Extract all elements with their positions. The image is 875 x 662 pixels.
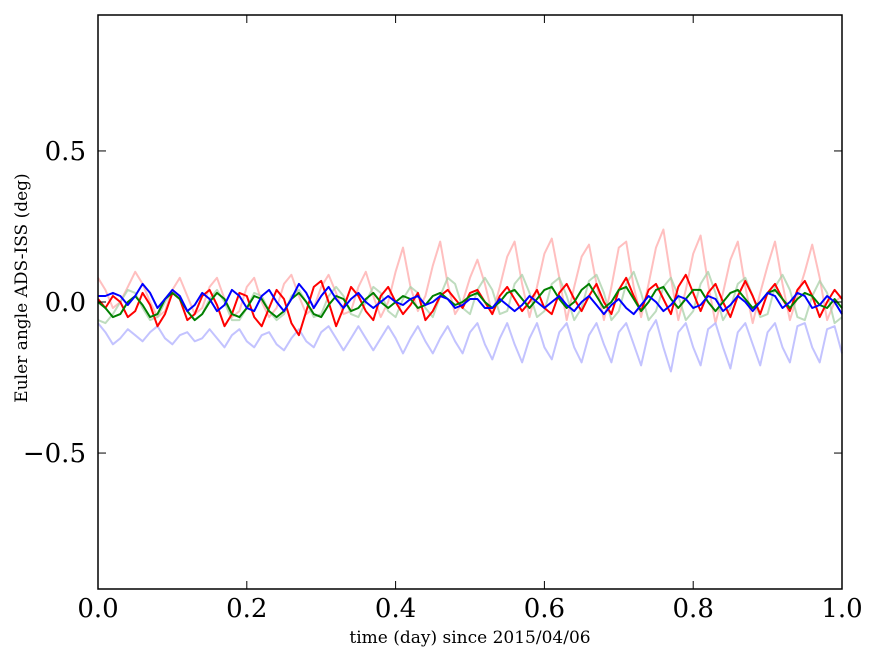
x-tick-label: 0.2 <box>226 594 267 624</box>
y-tick-label: −0.5 <box>23 439 86 469</box>
x-tick-label: 0.6 <box>524 594 565 624</box>
series-line-1 <box>97 228 843 325</box>
x-tick-label: 0.4 <box>375 594 416 624</box>
y-axis-label: Euler angle ADS-ISS (deg) <box>12 173 32 402</box>
series-line-5 <box>97 282 843 322</box>
series-line-4 <box>97 273 843 337</box>
series-line-3 <box>97 319 843 373</box>
ticks-layer: 0.0 0.2 0.4 0.6 0.8 1.0 −0.5 0.0 0.5 <box>23 15 863 624</box>
x-tick-label: 0.0 <box>77 594 118 624</box>
y-tick-label: 0.0 <box>45 288 86 318</box>
series-layer <box>97 228 843 373</box>
x-tick-label: 1.0 <box>821 594 862 624</box>
y-tick-label: 0.5 <box>45 137 86 167</box>
series-line-6 <box>98 282 843 316</box>
x-axis-label: time (day) since 2015/04/06 <box>349 628 590 648</box>
x-tick-label: 0.8 <box>673 594 714 624</box>
